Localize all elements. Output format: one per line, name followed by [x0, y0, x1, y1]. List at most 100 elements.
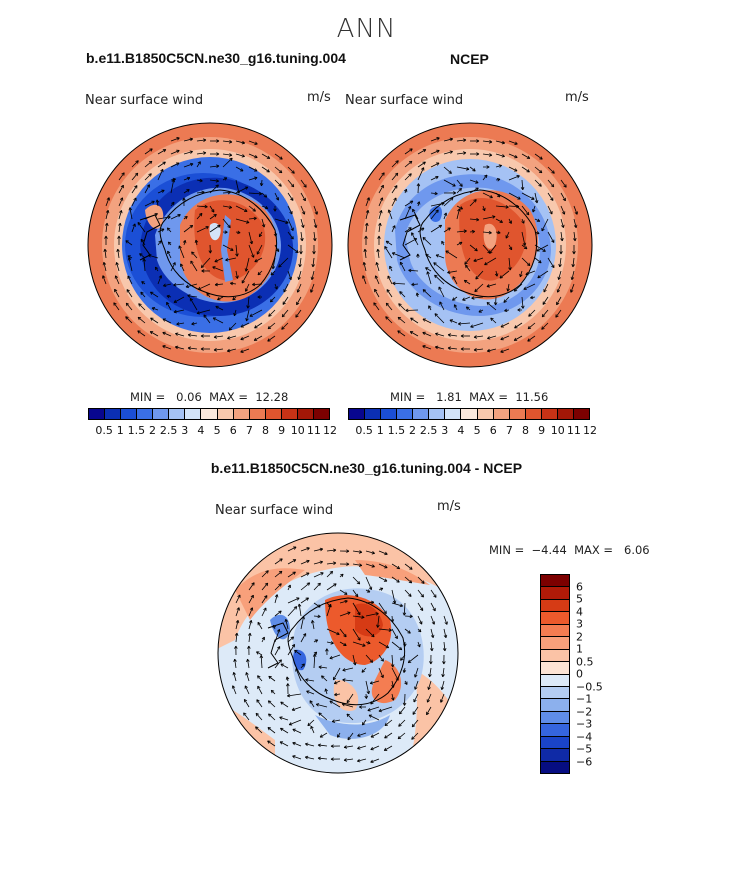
- colorbar-swatch: [349, 409, 366, 419]
- wind-arrow: [362, 275, 367, 285]
- wind-arrow-head: [205, 226, 209, 230]
- wind-arrow-head: [472, 168, 476, 172]
- wind-arrow-head: [398, 710, 403, 715]
- wind-arrow: [508, 244, 513, 251]
- wind-arrow: [474, 348, 484, 351]
- colorbar-label: 1: [576, 642, 583, 656]
- wind-arrow-head: [473, 348, 478, 352]
- wind-arrow-head: [256, 699, 260, 703]
- wind-arrow-head: [279, 716, 283, 720]
- wind-arrow-head: [148, 160, 153, 165]
- wind-arrow: [247, 296, 250, 309]
- wind-arrow-head: [416, 201, 421, 205]
- wind-arrow: [274, 179, 282, 187]
- wind-arrow-head: [428, 305, 432, 309]
- wind-arrow: [464, 279, 471, 285]
- wind-arrow-head: [346, 549, 350, 553]
- wind-arrow-head: [383, 747, 388, 751]
- wind-arrow: [373, 302, 380, 311]
- wind-arrow: [508, 175, 520, 181]
- wind-arrow-head: [427, 686, 431, 690]
- wind-arrow: [560, 218, 564, 228]
- wind-arrow: [180, 263, 185, 272]
- wind-arrow: [339, 589, 348, 595]
- wind-arrow: [570, 283, 575, 293]
- wind-arrow-head: [293, 546, 297, 550]
- wind-arrow-head: [520, 186, 525, 191]
- wind-arrow-head: [556, 289, 561, 293]
- wind-arrow: [170, 214, 181, 220]
- wind-arrow-head: [434, 274, 438, 279]
- wind-arrow-head: [438, 224, 443, 229]
- wind-arrow-head: [215, 305, 219, 310]
- wind-arrow-head: [228, 140, 233, 144]
- wind-arrow: [377, 615, 380, 628]
- wind-arrow-head: [440, 686, 445, 690]
- wind-arrow-head: [501, 154, 505, 158]
- wind-arrow: [443, 615, 448, 625]
- wind-arrow-head: [336, 734, 341, 738]
- wind-arrow: [326, 641, 334, 644]
- wind-arrow-head: [278, 264, 282, 268]
- wind-arrow-head: [200, 347, 204, 351]
- wind-arrow-head: [240, 349, 244, 353]
- wind-arrow: [470, 322, 484, 328]
- wind-arrow: [261, 153, 271, 159]
- wind-arrow: [287, 179, 295, 188]
- wind-arrow: [235, 620, 239, 630]
- wind-arrow-head: [425, 267, 429, 271]
- wind-arrow-head: [187, 294, 191, 298]
- wind-arrow-head: [398, 303, 402, 307]
- wind-arrow-head: [562, 197, 566, 202]
- wind-arrow: [309, 700, 315, 708]
- wind-arrow-head: [416, 253, 420, 257]
- wind-arrow: [300, 582, 310, 591]
- wind-arrow: [339, 600, 348, 604]
- wind-arrow: [332, 719, 341, 723]
- wind-arrow: [430, 589, 437, 598]
- wind-arrow-head: [167, 241, 172, 246]
- wind-arrow: [521, 192, 535, 200]
- wind-arrow-head: [234, 645, 238, 649]
- wind-arrow: [196, 213, 203, 220]
- wind-arrow-head: [105, 222, 109, 227]
- wind-arrow: [417, 183, 419, 194]
- wind-arrow: [571, 270, 575, 280]
- wind-arrow-head: [314, 211, 318, 215]
- wind-arrow-head: [397, 330, 401, 334]
- wind-arrow-head: [332, 561, 337, 565]
- wind-arrow: [235, 270, 238, 279]
- wind-arrow-head: [367, 708, 371, 712]
- wind-arrow-head: [305, 597, 309, 601]
- wind-arrow: [527, 322, 536, 330]
- wind-arrow: [253, 335, 263, 341]
- wind-arrow: [404, 200, 414, 207]
- wind-arrow-head: [558, 263, 562, 268]
- wind-arrow: [287, 597, 300, 604]
- wind-arrow-head: [486, 165, 490, 169]
- wind-arrow-head: [517, 196, 521, 200]
- wind-arrow-head: [369, 681, 374, 685]
- wind-arrow-head: [259, 655, 264, 659]
- wind-arrow-head: [257, 685, 261, 690]
- wind-arrow: [542, 296, 549, 305]
- wind-arrow-head: [291, 644, 296, 648]
- wind-arrow-head: [538, 183, 542, 187]
- wind-arrow-head: [180, 263, 184, 267]
- wind-arrow-head: [243, 698, 248, 703]
- wind-arrow: [448, 347, 458, 350]
- wind-arrow-head: [407, 630, 411, 634]
- wind-arrow-head: [216, 164, 220, 168]
- wind-arrow: [357, 745, 367, 749]
- wind-arrow: [150, 317, 159, 324]
- wind-arrow: [274, 283, 278, 290]
- wind-arrow: [294, 649, 302, 656]
- wind-arrow-head: [254, 325, 258, 329]
- wind-arrow-head: [202, 151, 207, 155]
- wind-arrow: [267, 700, 276, 708]
- wind-arrow-head: [383, 610, 387, 615]
- wind-arrow: [547, 257, 555, 268]
- wind-arrow: [384, 246, 393, 259]
- wind-arrow: [435, 254, 445, 259]
- wind-arrow: [528, 309, 536, 317]
